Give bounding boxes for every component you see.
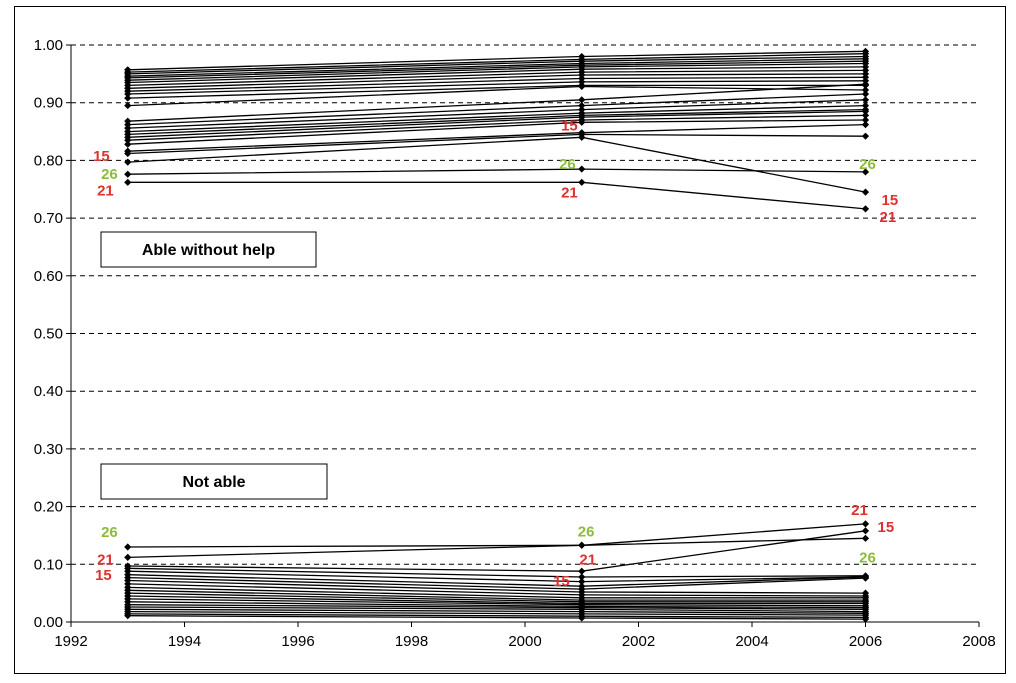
series-label-21: 21 bbox=[880, 209, 897, 226]
data-point-marker bbox=[861, 121, 870, 129]
y-tick-label: 0.20 bbox=[34, 499, 63, 516]
data-point-marker bbox=[124, 543, 132, 551]
data-point-marker bbox=[861, 96, 870, 104]
data-point-marker bbox=[861, 107, 870, 115]
data-point-marker bbox=[124, 149, 132, 158]
series-line-not-able bbox=[127, 537, 866, 548]
data-point-marker bbox=[578, 165, 586, 173]
line-chart: 0.00 0.10 0.20 0.30 0.40 0.50 0.60 0.70 0.80 0.90… bbox=[34, 37, 996, 650]
data-point-marker bbox=[578, 118, 586, 126]
series-line-able bbox=[127, 136, 866, 193]
series-label-26: 26 bbox=[559, 156, 576, 173]
x-tick-label: 2000 bbox=[508, 633, 541, 650]
series-label-15: 15 bbox=[561, 117, 578, 134]
data-point-marker bbox=[578, 541, 586, 549]
data-point-marker bbox=[861, 132, 870, 140]
axes bbox=[66, 44, 980, 627]
data-point-marker bbox=[861, 615, 870, 623]
x-tick-label: 1994 bbox=[168, 633, 201, 650]
data-point-marker bbox=[124, 101, 132, 110]
x-tick-label: 1998 bbox=[395, 633, 428, 650]
panel-label-not-able: Not able bbox=[100, 463, 328, 500]
series-label-26: 26 bbox=[578, 523, 595, 540]
series-label-21: 21 bbox=[851, 502, 868, 519]
data-point-marker bbox=[861, 520, 870, 528]
series-line-able bbox=[127, 133, 866, 155]
series-label-21: 21 bbox=[97, 182, 114, 199]
x-tick-label: 2004 bbox=[735, 633, 768, 650]
data-point-marker bbox=[124, 136, 132, 144]
y-tick-label: 0.80 bbox=[34, 152, 63, 169]
data-point-marker bbox=[124, 612, 132, 620]
data-point-marker bbox=[861, 116, 870, 124]
x-tick-label: 1992 bbox=[54, 633, 87, 650]
y-tick-label: 0.00 bbox=[34, 614, 63, 631]
series-markers bbox=[124, 47, 870, 623]
data-point-marker bbox=[578, 178, 586, 186]
y-tick-label: 0.30 bbox=[34, 441, 63, 458]
data-point-marker bbox=[124, 140, 132, 148]
x-tick-label: 2008 bbox=[962, 633, 995, 650]
series-label-15: 15 bbox=[93, 148, 110, 165]
panel-label-able-text: Able without help bbox=[142, 242, 276, 259]
data-point-marker bbox=[578, 82, 586, 91]
series-label-21: 21 bbox=[579, 551, 596, 568]
series-label-26: 26 bbox=[859, 156, 876, 173]
series-label-15: 15 bbox=[95, 567, 112, 584]
series-label-15: 15 bbox=[882, 192, 899, 209]
series-lines bbox=[127, 50, 866, 620]
data-point-marker bbox=[861, 534, 870, 542]
series-label-26: 26 bbox=[101, 166, 118, 183]
x-tick-label: 1996 bbox=[281, 633, 314, 650]
tick-labels: 0.00 0.10 0.20 0.30 0.40 0.50 0.60 0.70 0.80 0.90… bbox=[34, 37, 996, 650]
data-point-marker bbox=[124, 158, 132, 166]
data-point-marker bbox=[124, 170, 132, 178]
chart-frame: 0.00 0.10 0.20 0.30 0.40 0.50 0.60 0.70 0.80 0.90… bbox=[14, 6, 1006, 674]
data-point-marker bbox=[861, 90, 870, 98]
series-label-26: 26 bbox=[859, 549, 876, 566]
data-point-marker bbox=[578, 578, 586, 586]
series-line-able bbox=[127, 168, 866, 175]
data-point-marker bbox=[861, 527, 870, 535]
data-point-marker bbox=[578, 101, 586, 110]
series-label-21: 21 bbox=[97, 551, 114, 568]
data-point-marker bbox=[861, 101, 870, 110]
data-point-marker bbox=[861, 111, 870, 119]
data-point-marker bbox=[124, 90, 132, 98]
x-tick-label: 2002 bbox=[622, 633, 655, 650]
data-point-marker bbox=[124, 178, 132, 186]
series-label-15: 15 bbox=[553, 573, 570, 590]
series-line-able bbox=[127, 84, 866, 99]
series-line-able bbox=[127, 93, 866, 126]
series-line-able bbox=[127, 181, 866, 210]
data-point-marker bbox=[861, 168, 870, 176]
data-point-marker bbox=[578, 130, 586, 139]
data-point-marker bbox=[578, 573, 586, 581]
y-tick-label: 0.10 bbox=[34, 556, 63, 573]
data-point-marker bbox=[861, 574, 870, 582]
y-tick-label: 0.60 bbox=[34, 268, 63, 285]
panel-label-able: Able without help bbox=[100, 231, 317, 268]
data-point-marker bbox=[578, 96, 586, 104]
data-point-marker bbox=[861, 80, 870, 88]
series-line-not-able bbox=[127, 530, 866, 572]
data-point-marker bbox=[124, 553, 132, 561]
panel-label-not-able-text: Not able bbox=[182, 474, 245, 491]
data-point-marker bbox=[861, 188, 870, 196]
series-label-21: 21 bbox=[561, 184, 578, 201]
data-point-marker bbox=[578, 567, 586, 575]
data-point-marker bbox=[578, 614, 586, 622]
y-tick-label: 0.90 bbox=[34, 95, 63, 112]
y-tick-label: 1.00 bbox=[34, 37, 63, 54]
data-point-marker bbox=[861, 86, 870, 94]
y-tick-label: 0.50 bbox=[34, 326, 63, 343]
x-tick-label: 2006 bbox=[849, 633, 882, 650]
series-label-15: 15 bbox=[878, 519, 895, 536]
data-point-marker bbox=[124, 94, 132, 102]
y-tick-label: 0.40 bbox=[34, 383, 63, 400]
data-point-marker bbox=[861, 205, 870, 213]
series-label-26: 26 bbox=[101, 524, 118, 541]
y-tick-label: 0.70 bbox=[34, 210, 63, 227]
